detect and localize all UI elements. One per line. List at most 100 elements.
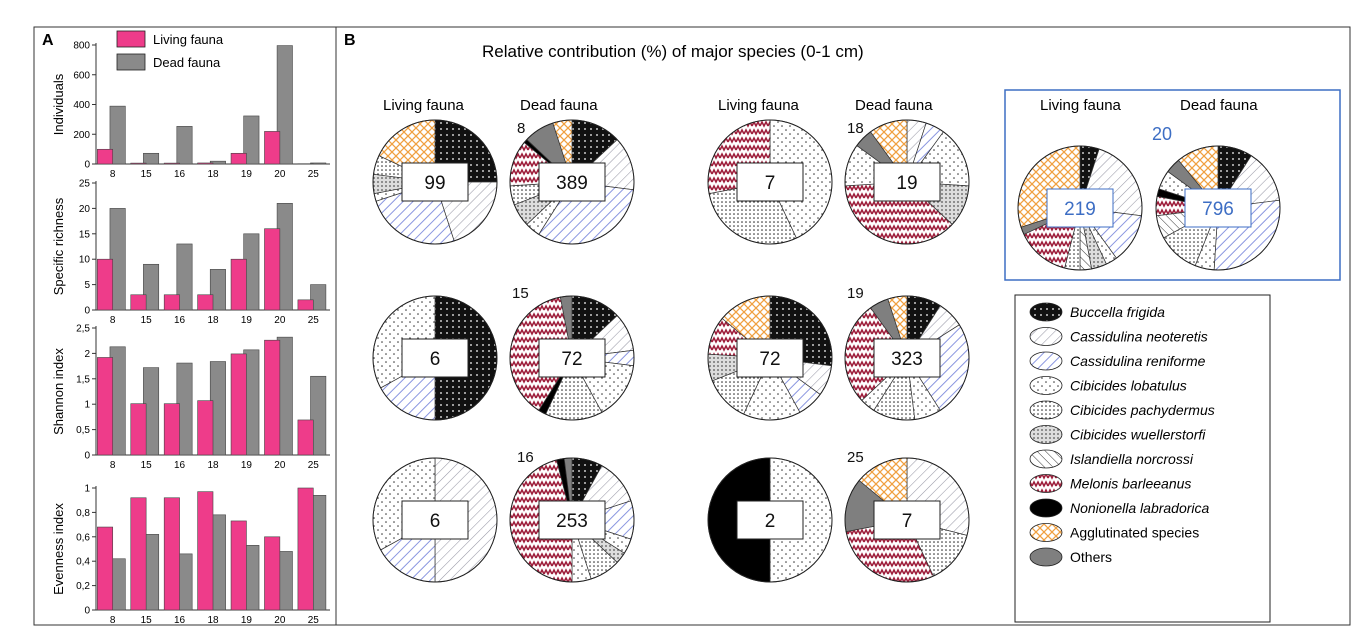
panel-b-title: Relative contribution (%) of major speci… <box>482 42 864 61</box>
bar-living <box>130 162 147 165</box>
station-label: 20 <box>1152 124 1172 144</box>
x-tick-label: 15 <box>141 315 153 326</box>
bar-living <box>297 487 314 611</box>
y-tick-label: 400 <box>73 100 90 111</box>
total-count: 2 <box>765 511 776 532</box>
bar-living <box>264 536 281 611</box>
legend-swatch <box>1029 523 1063 542</box>
total-count: 323 <box>891 349 923 370</box>
bar-living <box>264 228 281 311</box>
total-count: 796 <box>1202 199 1234 220</box>
y-tick-label: 1 <box>84 400 90 411</box>
bar-living <box>97 148 114 165</box>
station-18-pies: 18 7 19 <box>707 119 970 245</box>
x-tick-label: 20 <box>274 615 286 626</box>
total-box <box>873 338 941 378</box>
y-axis-label: Shannon index <box>51 348 66 435</box>
bar-living <box>130 294 147 311</box>
total-box <box>736 338 804 378</box>
legend-item: Cibicides pachydermus <box>1029 400 1215 420</box>
x-tick-label: 25 <box>308 169 320 180</box>
bar-living <box>97 258 114 311</box>
legend-species-label: Islandiella norcrossi <box>1070 451 1194 467</box>
x-tick-label: 15 <box>141 169 153 180</box>
x-tick-label: 8 <box>110 460 116 471</box>
x-tick-label: 19 <box>241 169 253 180</box>
total-box <box>736 162 804 202</box>
x-tick-label: 20 <box>274 460 286 471</box>
x-tick-label: 16 <box>174 460 186 471</box>
total-count: 72 <box>759 349 780 370</box>
bar-living <box>163 403 180 456</box>
bar-living <box>230 520 247 611</box>
total-box <box>736 500 804 540</box>
y-tick-label: 600 <box>73 70 90 81</box>
legend-swatch <box>1029 302 1063 322</box>
bar-living <box>97 357 114 456</box>
bar-living <box>264 339 281 456</box>
legend-dead-swatch <box>116 53 146 71</box>
x-tick-label: 16 <box>174 315 186 326</box>
total-box <box>538 338 606 378</box>
col-header-dead-1: Dead fauna <box>520 97 598 114</box>
x-tick-label: 19 <box>241 615 253 626</box>
pie-outline <box>372 295 498 421</box>
legend-species-label: Buccella frigida <box>1070 304 1165 320</box>
pie-outline <box>844 119 970 245</box>
panel-a-label: A <box>42 32 54 49</box>
legend-species-label: Cassidulina neoteretis <box>1070 329 1208 345</box>
legend-item: Melonis barleeanus <box>1029 474 1191 493</box>
station-19-pies: 19 72 323 <box>707 285 970 421</box>
x-tick-label: 18 <box>207 615 219 626</box>
bar-living <box>264 131 281 165</box>
pie-outline <box>509 457 635 583</box>
station-16-pies: 16 6 253 <box>372 449 635 583</box>
total-count: 219 <box>1064 199 1096 220</box>
legend-swatch <box>1029 498 1063 518</box>
bar-living <box>163 497 180 611</box>
bar-living <box>297 419 314 456</box>
station-label: 8 <box>517 120 525 137</box>
y-tick-label: 25 <box>79 179 91 190</box>
x-tick-label: 18 <box>207 315 219 326</box>
bar-living <box>97 526 114 611</box>
total-count: 72 <box>561 349 582 370</box>
pie-outline <box>844 457 970 583</box>
y-axis-label: Evenness index <box>51 503 66 595</box>
bar-chart-2: 0 5 10 15 20 25 Specific richness 8 15 16 18 19 20 25 <box>51 179 330 326</box>
bar-dead <box>276 45 293 165</box>
total-count: 7 <box>765 173 776 194</box>
legend-item: Nonionella labradorica <box>1029 498 1210 518</box>
bar-living <box>197 162 214 165</box>
pie-outline <box>509 119 635 245</box>
pie-outline <box>707 119 833 245</box>
col-header-living-1: Living fauna <box>383 97 465 114</box>
pie-outline <box>372 457 498 583</box>
bar-chart-1: 0 200 400 600 800 Individuals 8 15 16 18 19 20 25 <box>51 41 330 180</box>
legend-species-label: Cibicides pachydermus <box>1070 402 1215 418</box>
legend-item: Buccella frigida <box>1029 302 1165 322</box>
total-count: 7 <box>902 511 913 532</box>
x-tick-label: 16 <box>174 615 186 626</box>
total-count: 389 <box>556 173 588 194</box>
x-tick-label: 20 <box>274 169 286 180</box>
bar-living <box>297 299 314 311</box>
x-tick-label: 8 <box>110 169 116 180</box>
station-label: 18 <box>847 120 864 137</box>
y-tick-label: 1,5 <box>76 374 90 385</box>
pie-outline <box>707 457 833 583</box>
legend-dead-label: Dead fauna <box>153 55 221 70</box>
pie-outline <box>1017 145 1143 271</box>
y-tick-label: 0,4 <box>76 557 90 568</box>
legend-swatch <box>1029 547 1063 567</box>
total-box <box>538 500 606 540</box>
y-tick-label: 0,5 <box>76 425 90 436</box>
x-tick-label: 8 <box>110 615 116 626</box>
legend-living-swatch <box>116 30 146 48</box>
total-box <box>873 162 941 202</box>
bar-living <box>130 403 147 456</box>
legend-living-label: Living fauna <box>153 32 224 47</box>
legend-swatch <box>1029 449 1063 469</box>
legend-item: Others <box>1029 547 1112 567</box>
